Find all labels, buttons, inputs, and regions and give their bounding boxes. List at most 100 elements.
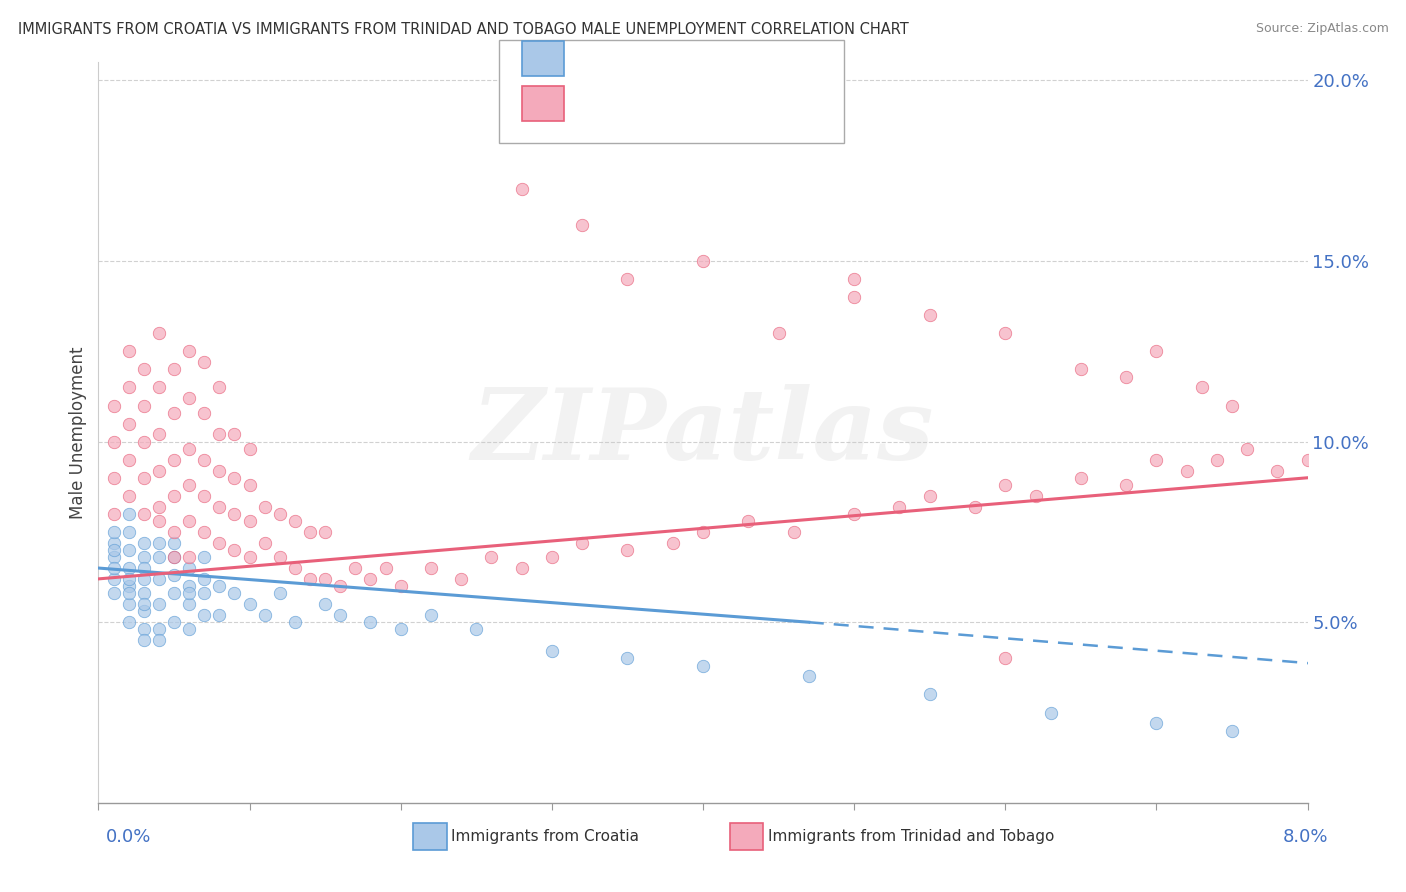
Point xyxy=(616,272,638,286)
Point xyxy=(148,623,170,637)
Point xyxy=(420,561,443,575)
Point xyxy=(103,561,125,575)
Point xyxy=(571,218,593,232)
Point xyxy=(1039,706,1062,720)
Point xyxy=(132,623,155,637)
Point xyxy=(118,561,141,575)
Point xyxy=(314,572,336,586)
Point xyxy=(118,380,141,394)
Point xyxy=(148,597,170,611)
Point xyxy=(1070,362,1092,376)
Point xyxy=(239,478,262,492)
Point xyxy=(179,478,201,492)
Point xyxy=(965,500,987,514)
Point xyxy=(661,535,683,549)
Point xyxy=(314,597,336,611)
Point xyxy=(692,254,714,268)
Point xyxy=(193,524,215,539)
Point xyxy=(253,535,276,549)
Text: 8.0%: 8.0% xyxy=(1284,828,1329,846)
Point xyxy=(1070,471,1092,485)
Point xyxy=(692,658,714,673)
Point xyxy=(132,362,155,376)
Point xyxy=(148,380,170,394)
Point xyxy=(918,308,941,322)
Point xyxy=(571,535,593,549)
Point xyxy=(783,524,806,539)
Point xyxy=(1146,716,1168,731)
Point xyxy=(208,380,231,394)
Point xyxy=(239,597,262,611)
Point xyxy=(329,607,352,622)
Point xyxy=(179,392,201,406)
Point xyxy=(148,500,170,514)
Point xyxy=(163,362,186,376)
Point xyxy=(148,326,170,341)
Point xyxy=(1191,380,1213,394)
Point xyxy=(374,561,396,575)
Point xyxy=(1146,452,1168,467)
Point xyxy=(193,550,215,565)
Point xyxy=(208,607,231,622)
Point xyxy=(132,434,155,449)
Text: R =: R = xyxy=(576,51,613,70)
Point xyxy=(103,399,125,413)
Point xyxy=(768,326,790,341)
Point xyxy=(148,427,170,442)
Point xyxy=(1025,489,1047,503)
Point xyxy=(179,442,201,456)
Point xyxy=(1175,464,1198,478)
Point xyxy=(118,615,141,630)
Point xyxy=(360,572,382,586)
Point xyxy=(193,489,215,503)
Text: N=: N= xyxy=(679,96,706,114)
Point xyxy=(1220,723,1243,738)
Text: 105: 105 xyxy=(703,96,741,114)
Point xyxy=(103,572,125,586)
Point xyxy=(208,464,231,478)
Point xyxy=(253,500,276,514)
Point xyxy=(1146,344,1168,359)
Point xyxy=(450,572,472,586)
Point xyxy=(389,579,412,593)
Point xyxy=(224,471,246,485)
Point xyxy=(299,572,322,586)
Point xyxy=(420,607,443,622)
Point xyxy=(179,344,201,359)
Point xyxy=(132,586,155,600)
Point xyxy=(224,543,246,558)
Point xyxy=(193,607,215,622)
Point xyxy=(208,535,231,549)
Y-axis label: Male Unemployment: Male Unemployment xyxy=(69,346,87,519)
Point xyxy=(1220,399,1243,413)
Point xyxy=(163,406,186,420)
Point xyxy=(284,514,307,528)
Point xyxy=(179,514,201,528)
Point xyxy=(284,615,307,630)
Point xyxy=(148,550,170,565)
Point xyxy=(148,514,170,528)
Text: IMMIGRANTS FROM CROATIA VS IMMIGRANTS FROM TRINIDAD AND TOBAGO MALE UNEMPLOYMENT: IMMIGRANTS FROM CROATIA VS IMMIGRANTS FR… xyxy=(18,22,910,37)
Point xyxy=(510,182,533,196)
Point xyxy=(540,644,562,658)
Point xyxy=(1206,452,1229,467)
Point xyxy=(284,561,307,575)
Point xyxy=(224,507,246,521)
Point xyxy=(132,507,155,521)
Point xyxy=(208,427,231,442)
Point xyxy=(269,586,291,600)
Point xyxy=(224,586,246,600)
Point xyxy=(465,623,488,637)
Point xyxy=(889,500,911,514)
Point xyxy=(118,572,141,586)
Point xyxy=(616,543,638,558)
Point xyxy=(344,561,367,575)
Point xyxy=(844,507,866,521)
Point xyxy=(360,615,382,630)
Point xyxy=(132,572,155,586)
Point xyxy=(299,524,322,539)
Point xyxy=(148,572,170,586)
Point xyxy=(118,417,141,431)
Point xyxy=(132,633,155,648)
Point xyxy=(253,607,276,622)
